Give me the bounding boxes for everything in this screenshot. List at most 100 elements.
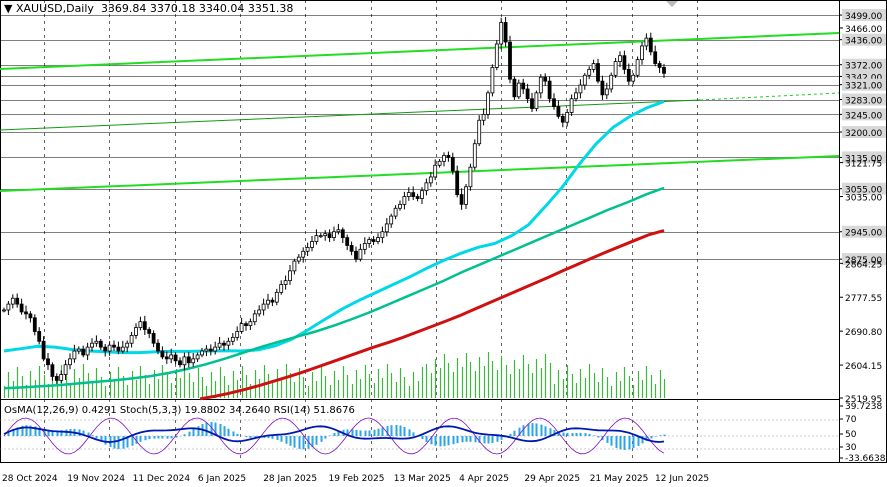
candle-body: [626, 69, 631, 82]
candle-body: [653, 51, 658, 64]
candle-body: [72, 350, 77, 360]
candle-body: [613, 61, 618, 76]
candle-body: [46, 358, 50, 366]
candle-body: [90, 342, 94, 348]
candle-body: [107, 344, 112, 352]
candle-body: [50, 364, 55, 377]
candle-body: [574, 92, 578, 100]
candle-body: [556, 106, 561, 117]
time-tick-label: 29 Apr 2025: [524, 474, 580, 484]
plot-frame: [0, 0, 887, 463]
candle-body: [318, 235, 323, 238]
candle-body: [208, 348, 213, 352]
candle-body: [552, 98, 556, 107]
candle-body: [235, 331, 240, 338]
time-tick-label: 19 Feb 2025: [329, 474, 385, 484]
price-label-box: [842, 78, 886, 91]
volume-bars: [3, 352, 666, 398]
candle-body: [393, 207, 398, 217]
candle-body: [173, 354, 178, 362]
candle-body: [323, 233, 328, 237]
price-tick-label: 2519.95: [845, 395, 882, 405]
price-label-box: [842, 93, 886, 106]
price-label-box: [842, 182, 886, 195]
price-tick-label: 2864.25: [845, 260, 882, 270]
candle-body: [442, 155, 446, 162]
candle-body: [648, 37, 653, 53]
candle-body: [398, 203, 402, 209]
candle-body: [428, 176, 433, 184]
candle-body: [239, 323, 244, 332]
candle-body: [367, 239, 372, 244]
candle-body: [160, 350, 165, 358]
candle-body: [327, 233, 332, 239]
price-label-box: [842, 108, 886, 121]
candle-body: [310, 241, 314, 248]
candle-body: [464, 186, 468, 205]
candle-body: [248, 321, 253, 327]
candle-body: [142, 321, 147, 330]
candle-body: [222, 342, 226, 346]
candle-body: [481, 113, 486, 121]
candle-body: [32, 317, 37, 332]
candle-body: [508, 41, 512, 80]
candle-body: [587, 69, 592, 76]
candle-body: [266, 299, 270, 305]
price-tick-label: 3055.00: [845, 186, 882, 196]
price-tick-label: 2604.15: [845, 362, 882, 372]
candle-body: [446, 155, 451, 158]
candle-body: [565, 112, 570, 123]
candle-body: [609, 74, 614, 90]
time-tick-label: 13 Mar 2025: [394, 474, 451, 484]
candle-body: [94, 340, 99, 344]
time-tick-label: 19 Nov 2024: [67, 474, 125, 484]
candle-body: [116, 346, 121, 352]
indicator-tick-label: 70: [845, 415, 857, 425]
candle-body: [354, 250, 358, 260]
candle-body: [15, 297, 20, 305]
candles: [2, 16, 666, 384]
indicator-tick-label: 39.7238: [845, 402, 882, 412]
candle-body: [156, 342, 160, 352]
candle-body: [261, 303, 266, 311]
candle-body: [252, 313, 257, 323]
price-tick-label: 2690.80: [845, 328, 882, 338]
candle-body: [424, 182, 429, 192]
candle-body: [217, 342, 222, 348]
time-tick-label: 4 Apr 2025: [459, 474, 509, 484]
candle-body: [195, 354, 200, 360]
price-tick-label: 2875.00: [845, 256, 882, 266]
candle-body: [406, 192, 411, 197]
candle-body: [644, 37, 649, 47]
price-label-box: [842, 253, 886, 266]
candle-body: [486, 92, 490, 115]
candle-body: [81, 348, 86, 356]
candle-body: [578, 84, 583, 94]
indicator-tick-label: 50: [845, 430, 857, 440]
candle-body: [54, 376, 59, 381]
time-tick-label: 12 Jun 2025: [655, 474, 709, 484]
candle-body: [103, 346, 108, 352]
candle-body: [591, 63, 596, 70]
candle-body: [560, 115, 565, 123]
channel-lower-line: [0, 155, 840, 192]
time-tick-label: 28 Jan 2025: [263, 474, 317, 484]
symbol-name: XAUUSD: [15, 2, 63, 15]
price-tick-label: 3035.00: [845, 194, 882, 204]
channel-mid-extension: [699, 92, 840, 101]
candle-body: [292, 260, 297, 272]
collapse-triangle-icon[interactable]: ▼: [4, 2, 13, 15]
candle-body: [169, 354, 174, 360]
chart-shift-marker: [666, 1, 678, 7]
candle-body: [151, 333, 156, 344]
candle-body: [384, 223, 389, 233]
candle-body: [340, 229, 345, 239]
candle-body: [411, 192, 416, 197]
price-tick-label: 3200.00: [845, 129, 882, 139]
candle-body: [68, 358, 72, 366]
price-label-box: [842, 58, 886, 71]
candle-body: [147, 329, 152, 334]
time-tick-label: 11 Dec 2024: [133, 474, 191, 484]
